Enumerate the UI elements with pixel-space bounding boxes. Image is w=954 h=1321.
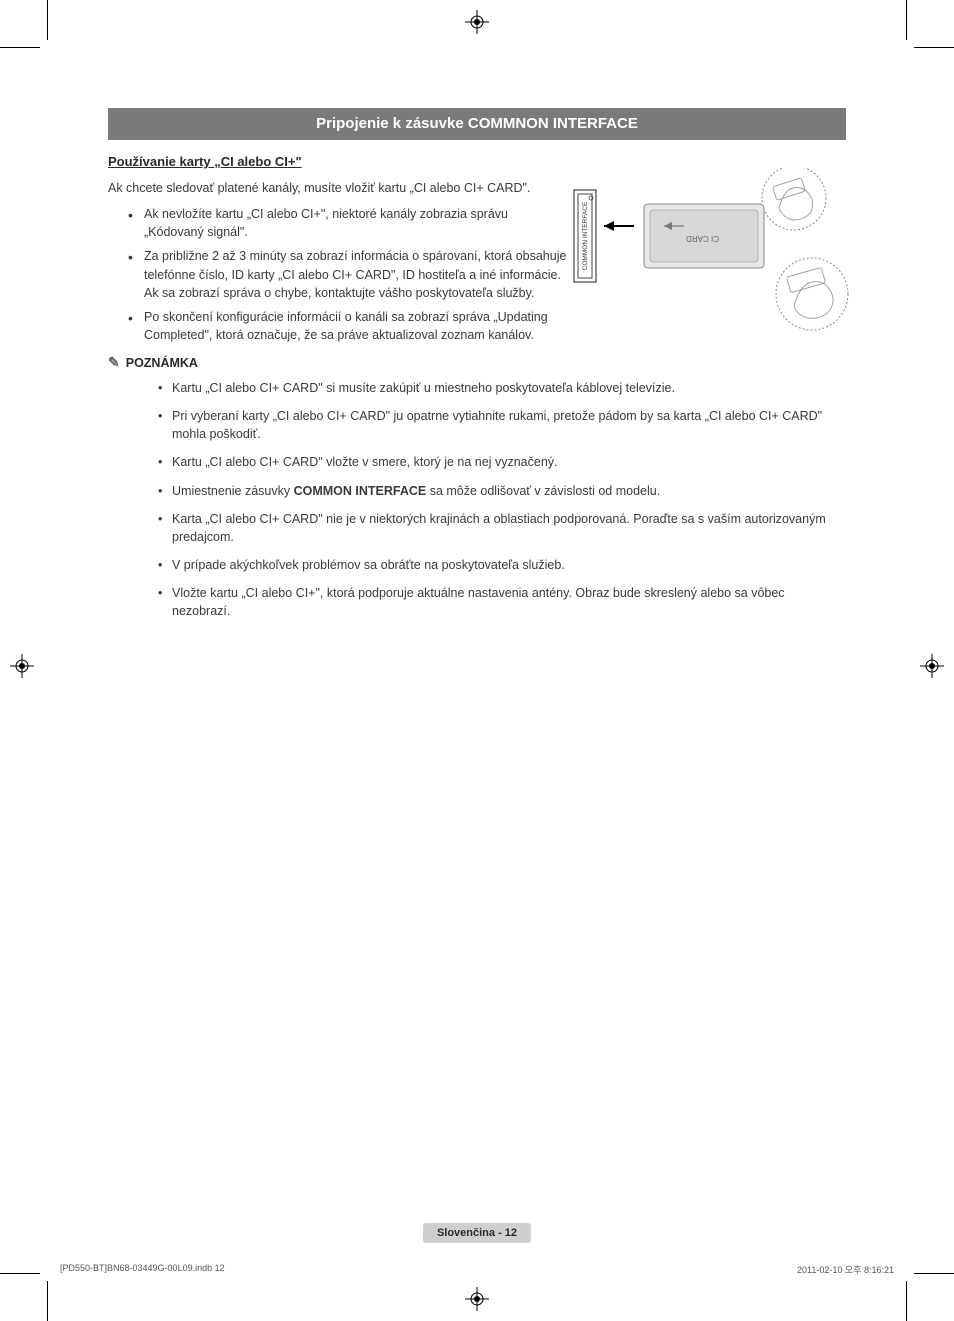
crop-mark — [47, 0, 48, 40]
text-part: Umiestnenie zásuvky — [172, 484, 294, 498]
registration-mark-icon — [10, 654, 34, 678]
crop-mark — [914, 1273, 954, 1274]
ci-card-diagram: COMMON INTERFACE CI CARD — [564, 168, 854, 338]
card-label: CI CARD — [686, 234, 719, 243]
note-heading: ✎ POZNÁMKA — [108, 354, 846, 371]
main-bullet-list: Ak nevložíte kartu „CI alebo CI+", niekt… — [128, 205, 568, 344]
list-item: Karta „CI alebo CI+ CARD" nie je v niekt… — [158, 510, 838, 546]
pencil-icon: ✎ — [108, 354, 120, 371]
list-item: Vložte kartu „CI alebo CI+", ktorá podpo… — [158, 584, 838, 620]
section-header: Pripojenie k zásuvke COMMNON INTERFACE — [108, 108, 846, 140]
registration-mark-icon — [465, 10, 489, 34]
page-content: Pripojenie k zásuvke COMMNON INTERFACE P… — [108, 108, 846, 630]
emphasized-text: COMMON INTERFACE — [294, 484, 427, 498]
crop-mark — [0, 47, 40, 48]
print-footer: [PD550-BT]BN68-03449G-00L09.indb 12 2011… — [60, 1263, 894, 1276]
registration-mark-icon — [920, 654, 944, 678]
crop-mark — [47, 1281, 48, 1321]
note-label: POZNÁMKA — [126, 356, 198, 370]
crop-mark — [906, 0, 907, 40]
list-item: Ak nevložíte kartu „CI alebo CI+", niekt… — [128, 205, 568, 241]
list-item: Kartu „CI alebo CI+ CARD" si musíte zakú… — [158, 379, 838, 397]
list-item: Za približne 2 až 3 minúty sa zobrazí in… — [128, 247, 568, 301]
text-part: sa môže odlišovať v závislosti od modelu… — [426, 484, 660, 498]
crop-mark — [0, 1273, 40, 1274]
badge-page-number: 12 — [505, 1227, 517, 1239]
footer-filename: [PD550-BT]BN68-03449G-00L09.indb 12 — [60, 1263, 225, 1276]
subsection-title: Používanie karty „CI alebo CI+" — [108, 154, 846, 169]
intro-text: Ak chcete sledovať platené kanály, musít… — [108, 179, 578, 197]
list-item: Kartu „CI alebo CI+ CARD" vložte v smere… — [158, 453, 838, 471]
badge-language: Slovenčina - — [437, 1227, 505, 1239]
list-item: Po skončení konfigurácie informácií o ka… — [128, 308, 568, 344]
crop-mark — [906, 1281, 907, 1321]
crop-mark — [914, 47, 954, 48]
list-item: Pri vyberaní karty „CI alebo CI+ CARD" j… — [158, 407, 838, 443]
page-badge: Slovenčina - 12 — [423, 1223, 531, 1243]
registration-mark-icon — [465, 1287, 489, 1311]
note-bullet-list: Kartu „CI alebo CI+ CARD" si musíte zakú… — [158, 379, 838, 620]
list-item: V prípade akýchkoľvek problémov sa obráť… — [158, 556, 838, 574]
section-title: Pripojenie k zásuvke COMMNON INTERFACE — [316, 115, 638, 132]
slot-label: COMMON INTERFACE — [582, 201, 589, 270]
list-item: Umiestnenie zásuvky COMMON INTERFACE sa … — [158, 482, 838, 500]
footer-timestamp: 2011-02-10 오후 8:16:21 — [797, 1263, 894, 1276]
